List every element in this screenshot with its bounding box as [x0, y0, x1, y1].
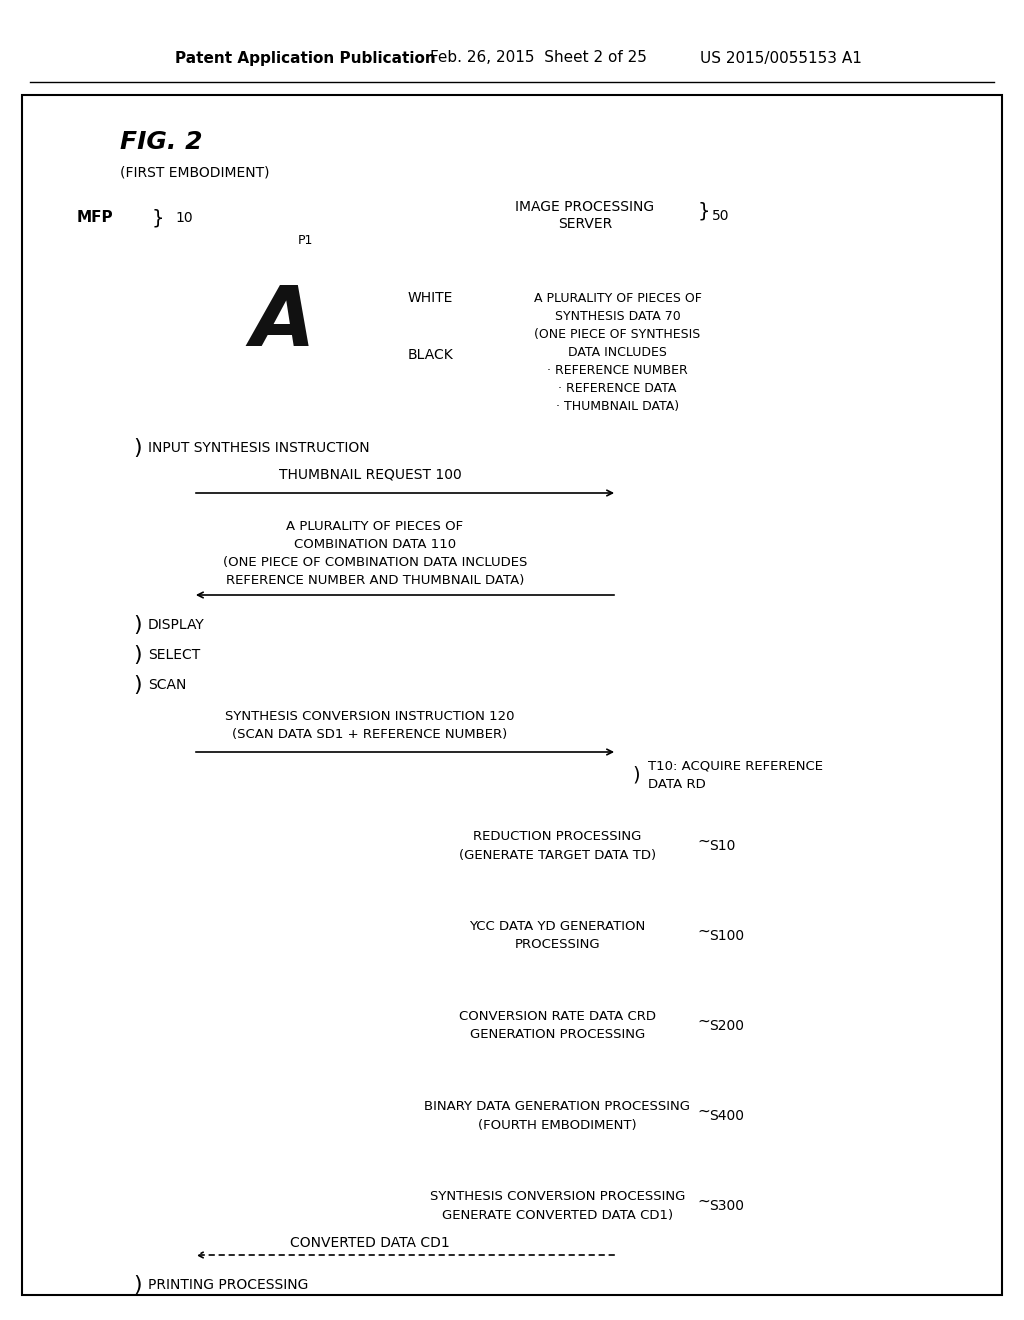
Text: YCC DATA YD GENERATION
PROCESSING: YCC DATA YD GENERATION PROCESSING — [469, 920, 645, 952]
Text: SELECT: SELECT — [148, 648, 201, 663]
Bar — [430, 909, 685, 962]
Text: SYNTHESIS CONVERSION PROCESSING
GENERATE CONVERTED DATA CD1): SYNTHESIS CONVERSION PROCESSING GENERATE… — [430, 1191, 685, 1221]
Text: ): ) — [134, 615, 142, 635]
Text: S10: S10 — [709, 840, 735, 853]
Text: ): ) — [134, 1275, 142, 1295]
Text: CONVERTED DATA CD1: CONVERTED DATA CD1 — [290, 1236, 450, 1250]
Text: IMAGE PROCESSING
SERVER: IMAGE PROCESSING SERVER — [515, 201, 654, 231]
Text: A PLURALITY OF PIECES OF
SYNTHESIS DATA 70
(ONE PIECE OF SYNTHESIS
DATA INCLUDES: A PLURALITY OF PIECES OF SYNTHESIS DATA … — [534, 292, 701, 413]
Text: ~: ~ — [697, 924, 710, 939]
Text: FIG. 2: FIG. 2 — [120, 129, 203, 154]
Bar — [50, 198, 140, 238]
Text: A PLURALITY OF PIECES OF
COMBINATION DATA 110
(ONE PIECE OF COMBINATION DATA INC: A PLURALITY OF PIECES OF COMBINATION DAT… — [223, 520, 527, 587]
Text: S300: S300 — [709, 1199, 744, 1213]
Text: ~: ~ — [697, 1193, 710, 1209]
Text: ): ) — [134, 645, 142, 665]
Text: (FIRST EMBODIMENT): (FIRST EMBODIMENT) — [120, 165, 269, 180]
Text: BINARY DATA GENERATION PROCESSING
(FOURTH EMBODIMENT): BINARY DATA GENERATION PROCESSING (FOURT… — [425, 1101, 690, 1131]
Bar — [430, 820, 685, 873]
Text: PRINTING PROCESSING: PRINTING PROCESSING — [148, 1278, 308, 1292]
Text: S200: S200 — [709, 1019, 744, 1034]
Text: ~: ~ — [697, 833, 710, 849]
Text: MFP: MFP — [77, 210, 114, 226]
Text: ~: ~ — [697, 1104, 710, 1118]
Text: }: } — [698, 201, 711, 220]
Bar — [490, 260, 745, 445]
Text: Feb. 26, 2015  Sheet 2 of 25: Feb. 26, 2015 Sheet 2 of 25 — [430, 50, 647, 66]
Text: Patent Application Publication: Patent Application Publication — [175, 50, 436, 66]
Text: SYNTHESIS CONVERSION INSTRUCTION 120
(SCAN DATA SD1 + REFERENCE NUMBER): SYNTHESIS CONVERSION INSTRUCTION 120 (SC… — [225, 710, 515, 741]
Bar — [430, 1001, 685, 1052]
Text: S100: S100 — [709, 929, 744, 942]
Bar — [430, 1090, 685, 1142]
Text: 10: 10 — [175, 211, 193, 224]
Bar — [430, 1180, 685, 1232]
Text: SCAN: SCAN — [148, 678, 186, 692]
Text: }: } — [152, 209, 165, 227]
Text: P1: P1 — [298, 234, 313, 247]
Text: ~: ~ — [697, 1014, 710, 1028]
Text: WHITE: WHITE — [408, 290, 454, 305]
Text: DISPLAY: DISPLAY — [148, 618, 205, 632]
Text: BLACK: BLACK — [408, 348, 454, 362]
Text: REDUCTION PROCESSING
(GENERATE TARGET DATA TD): REDUCTION PROCESSING (GENERATE TARGET DA… — [459, 830, 656, 862]
Text: T10: ACQUIRE REFERENCE
DATA RD: T10: ACQUIRE REFERENCE DATA RD — [648, 759, 823, 791]
Text: ): ) — [134, 675, 142, 696]
Text: CONVERSION RATE DATA CRD
GENERATION PROCESSING: CONVERSION RATE DATA CRD GENERATION PROC… — [459, 1011, 656, 1041]
Bar — [490, 187, 680, 243]
Text: 50: 50 — [712, 209, 729, 223]
Text: A: A — [251, 282, 315, 363]
Bar — [218, 255, 348, 389]
Text: THUMBNAIL REQUEST 100: THUMBNAIL REQUEST 100 — [279, 469, 462, 482]
Text: S400: S400 — [709, 1109, 744, 1123]
Text: ): ) — [632, 766, 640, 784]
Text: ): ) — [134, 438, 142, 458]
Text: INPUT SYNTHESIS INSTRUCTION: INPUT SYNTHESIS INSTRUCTION — [148, 441, 370, 455]
Text: US 2015/0055153 A1: US 2015/0055153 A1 — [700, 50, 862, 66]
